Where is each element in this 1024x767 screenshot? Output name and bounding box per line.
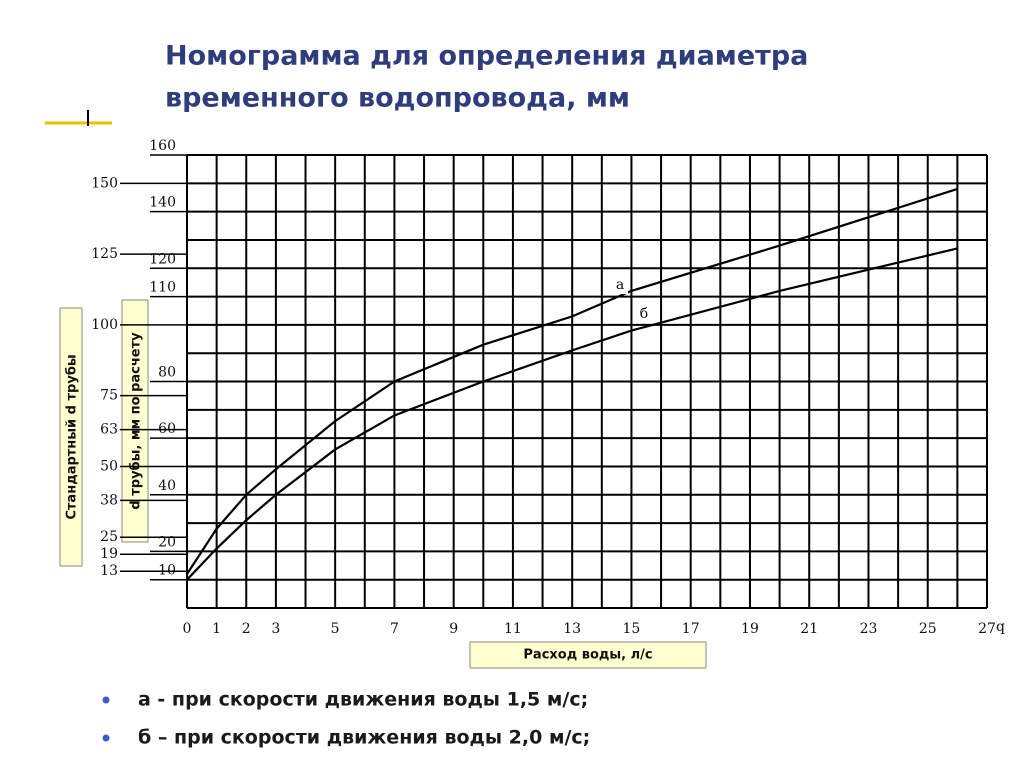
- y-tick-label: 110: [149, 280, 176, 296]
- x-tick-label: 15: [623, 621, 641, 637]
- y-standard-tick-label: 38: [100, 492, 118, 508]
- y-tick-label: 160: [149, 138, 176, 154]
- x-tick-label: 3: [271, 621, 280, 637]
- y-tick-label: 120: [149, 251, 176, 267]
- curve-label-bg: [612, 275, 628, 294]
- x-tick-label: 1: [212, 621, 221, 637]
- curve-label-bg: [636, 304, 652, 323]
- x-axis-symbol: q: [996, 619, 1005, 635]
- y-standard-tick-label: 50: [100, 458, 118, 474]
- x-tick-label: 5: [331, 621, 340, 637]
- y-standard-tick-label: 19: [100, 546, 118, 562]
- x-tick-label: 9: [449, 621, 458, 637]
- x-tick-label: 21: [800, 621, 818, 637]
- x-tick-label: 11: [504, 621, 522, 637]
- x-tick-label: 25: [919, 621, 937, 637]
- curve: [186, 247, 958, 581]
- x-tick-label: 0: [183, 621, 192, 637]
- curve-label: б: [640, 306, 648, 322]
- x-tick-label: 23: [860, 621, 878, 637]
- label-box: [59, 307, 83, 567]
- y-tick-label: 20: [158, 534, 176, 550]
- y-label: d трубы, мм по расчету: [129, 332, 144, 510]
- curve: [186, 187, 958, 575]
- curve-label: а: [616, 277, 624, 293]
- y-tick-label: 40: [158, 478, 176, 494]
- x-label: Расход воды, л/с: [523, 648, 652, 663]
- note: б – при скорости движения воды 2,0 м/с;: [138, 727, 590, 749]
- y-standard-tick-label: 100: [91, 317, 118, 333]
- title-line: Номограмма для определения диаметра: [165, 41, 808, 72]
- y-standard-tick-label: 25: [100, 529, 118, 545]
- y-tick-label: 80: [158, 365, 176, 381]
- x-tick-label: 27: [978, 621, 996, 637]
- x-tick-label: 19: [741, 621, 759, 637]
- bullet: [102, 696, 110, 704]
- label-box: [469, 641, 707, 669]
- x-tick-label: 17: [682, 621, 700, 637]
- y-standard-tick-label: 75: [100, 388, 118, 404]
- x-tick-label: 2: [242, 621, 251, 637]
- y-standard-label: Стандартный d трубы: [65, 354, 80, 519]
- bullet: [102, 734, 110, 742]
- y-standard-tick-label: 125: [91, 246, 118, 262]
- y-standard-tick-label: 13: [100, 563, 118, 579]
- x-tick-label: 13: [563, 621, 581, 637]
- x-tick-label: 7: [390, 621, 399, 637]
- y-standard-tick-label: 150: [91, 175, 118, 191]
- y-tick-label: 140: [149, 195, 176, 211]
- note: а - при скорости движения воды 1,5 м/с;: [138, 689, 588, 711]
- y-standard-tick-label: 63: [100, 422, 118, 438]
- label-box: [121, 299, 149, 543]
- title-line: временного водопровода, мм: [165, 83, 630, 114]
